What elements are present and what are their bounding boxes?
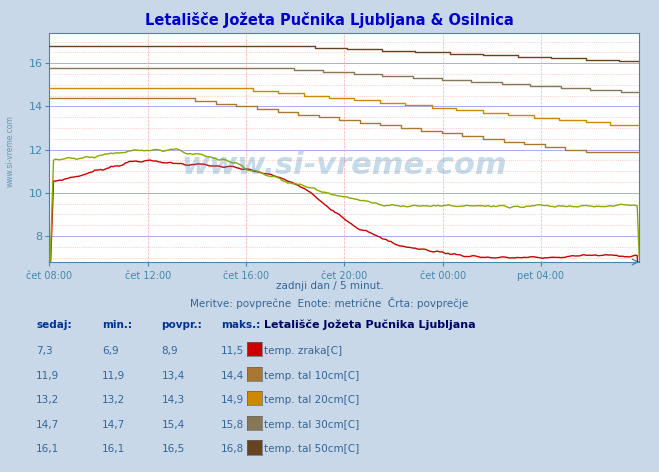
Text: 11,5: 11,5 xyxy=(221,346,244,356)
Text: 14,7: 14,7 xyxy=(36,420,59,430)
Text: 11,9: 11,9 xyxy=(36,371,59,380)
Text: 6,9: 6,9 xyxy=(102,346,119,356)
Text: 14,9: 14,9 xyxy=(221,395,244,405)
Text: 13,2: 13,2 xyxy=(36,395,59,405)
Text: www.si-vreme.com: www.si-vreme.com xyxy=(181,152,507,180)
Text: 14,7: 14,7 xyxy=(102,420,125,430)
Text: maks.:: maks.: xyxy=(221,320,260,330)
Text: min.:: min.: xyxy=(102,320,132,330)
Text: 13,2: 13,2 xyxy=(102,395,125,405)
Text: 13,4: 13,4 xyxy=(161,371,185,380)
Text: Letališče Jožeta Pučnika Ljubljana: Letališče Jožeta Pučnika Ljubljana xyxy=(264,320,475,330)
Text: zadnji dan / 5 minut.: zadnji dan / 5 minut. xyxy=(275,281,384,291)
Text: povpr.:: povpr.: xyxy=(161,320,202,330)
Text: www.si-vreme.com: www.si-vreme.com xyxy=(5,115,14,187)
Text: 16,1: 16,1 xyxy=(36,444,59,454)
Text: 14,4: 14,4 xyxy=(221,371,244,380)
Text: 8,9: 8,9 xyxy=(161,346,178,356)
Text: temp. tal 30cm[C]: temp. tal 30cm[C] xyxy=(264,420,359,430)
Text: temp. tal 20cm[C]: temp. tal 20cm[C] xyxy=(264,395,359,405)
Text: 16,5: 16,5 xyxy=(161,444,185,454)
Text: Letališče Jožeta Pučnika Ljubljana & Osilnica: Letališče Jožeta Pučnika Ljubljana & Osi… xyxy=(145,12,514,28)
Text: Meritve: povprečne  Enote: metrične  Črta: povprečje: Meritve: povprečne Enote: metrične Črta:… xyxy=(190,297,469,309)
Text: 16,1: 16,1 xyxy=(102,444,125,454)
Text: sedaj:: sedaj: xyxy=(36,320,72,330)
Text: 16,8: 16,8 xyxy=(221,444,244,454)
Text: 15,4: 15,4 xyxy=(161,420,185,430)
Text: 7,3: 7,3 xyxy=(36,346,53,356)
Text: 14,3: 14,3 xyxy=(161,395,185,405)
Text: temp. tal 50cm[C]: temp. tal 50cm[C] xyxy=(264,444,359,454)
Text: 15,8: 15,8 xyxy=(221,420,244,430)
Text: 11,9: 11,9 xyxy=(102,371,125,380)
Text: temp. zraka[C]: temp. zraka[C] xyxy=(264,346,342,356)
Text: temp. tal 10cm[C]: temp. tal 10cm[C] xyxy=(264,371,359,380)
